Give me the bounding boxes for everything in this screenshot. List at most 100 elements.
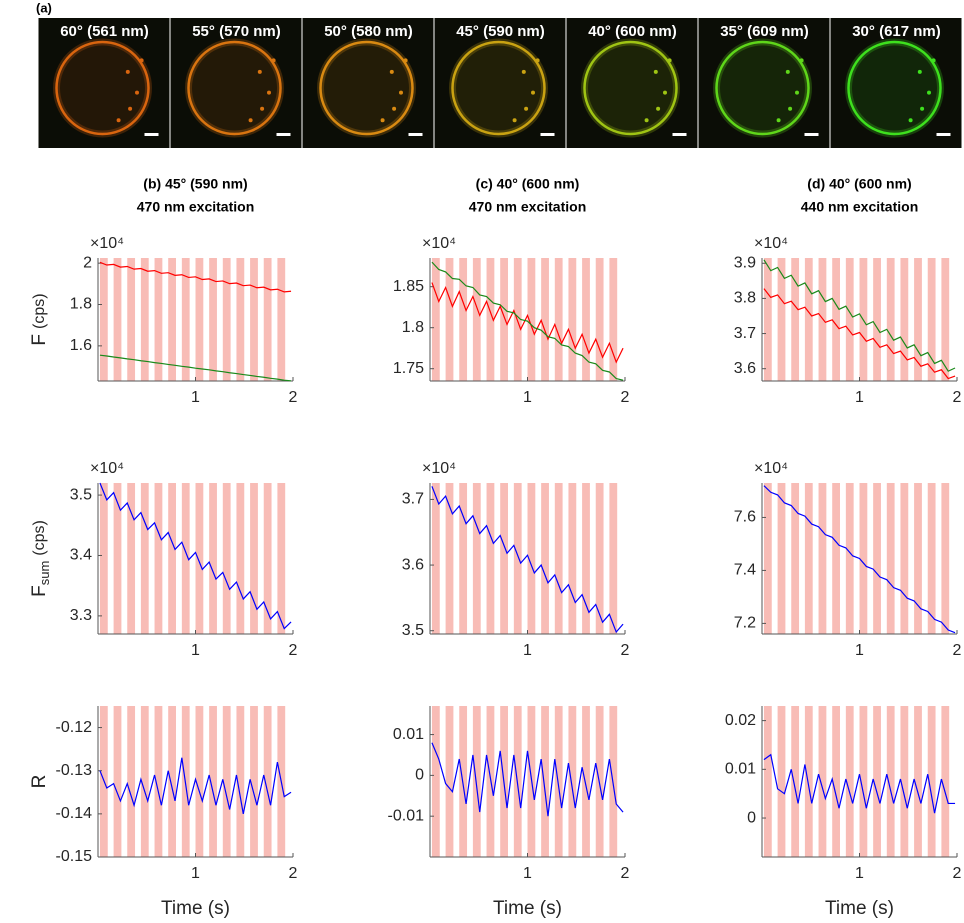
speck [927,90,931,95]
stimulus-band [804,706,813,857]
chart: 0 0.01 0.02 1 2 Time (s) [725,706,962,919]
stimulus-band [140,258,149,381]
speck [524,106,529,111]
chart: 1.75 1.8 1.85 1 2 ×10⁴ (c) 40° (600 nm) 470 nm … [393,176,630,407]
speck [260,106,265,111]
stimulus-band [168,258,176,381]
stimulus-band [222,483,231,634]
chart: 3.5 3.6 3.7 1 2 ×10⁴ [402,460,630,659]
stimulus-band [127,706,136,857]
axis-multiplier: ×10⁴ [90,235,124,252]
stimulus-band [777,483,786,634]
stimulus-band [277,483,286,634]
stimulus-band [195,258,204,381]
stimulus-band [845,483,854,634]
x-tick-label: 1 [855,642,864,659]
stimulus-band [513,483,522,634]
stimulus-band [127,258,136,381]
stimulus-band [900,258,909,381]
stimulus-band [154,706,163,857]
y-tick-label: -0.13 [56,762,93,779]
image-tile: 35° (609 nm) [698,18,830,148]
stimulus-band [582,258,590,381]
stimulus-band [873,483,881,634]
speck [644,118,649,123]
y-tick-label: 0.01 [393,726,424,743]
data-line [431,261,624,381]
scale-bar [408,133,423,136]
stimulus-band [818,706,827,857]
x-tick-label: 1 [523,389,532,406]
x-axis-label: Time (s) [825,898,894,919]
stimulus-band [222,258,231,381]
stimulus-band [263,706,272,857]
x-tick-label: 2 [289,389,298,406]
stimulus-band [763,258,772,381]
speck [116,118,121,123]
scale-bar [144,133,159,136]
stimulus-band [445,258,454,381]
y-tick-label: 3.7 [734,325,756,342]
y-label-unit: (cps) [31,520,48,556]
y-tick-label: 3.7 [402,491,424,508]
cell-membrane [451,40,546,136]
x-tick-label: 2 [289,865,298,882]
scale-bar [936,133,951,136]
stimulus-band [554,706,563,857]
stimulus-band [236,483,245,634]
data-line [99,757,292,814]
scale-bar [276,133,291,136]
stimulus-band [595,483,604,634]
speck [128,106,133,111]
stimulus-band [927,483,936,634]
stimulus-band [900,706,909,857]
axis-multiplier: ×10⁴ [422,235,456,252]
stimulus-band [777,706,786,857]
speck [799,58,804,63]
stimulus-band [113,706,122,857]
image-tile: 55° (570 nm) [170,18,302,148]
chart: 1.6 1.8 2 1 2 ×10⁴ (b) 45° (590 nm) 470 nm exci… [29,176,298,407]
tile-label: 40° (600 nm) [588,23,677,40]
speck [139,58,144,63]
y-tick-label: -0.01 [388,807,425,824]
stimulus-band [140,706,149,857]
stimulus-band [209,706,217,857]
panel-label: (a) [36,0,52,15]
stimulus-band [195,706,204,857]
chart-subtitle: 470 nm excitation [469,199,587,215]
speck [776,118,781,123]
chart: -0.01 0 0.01 1 2 Time (s) [388,706,630,919]
y-tick-label: 3.9 [734,254,756,271]
speck [785,69,790,74]
speck [667,58,672,63]
y-tick-label: 3.6 [734,360,756,377]
stimulus-band [791,706,800,857]
y-tick-label: 1.85 [393,278,424,295]
speck [380,118,385,123]
data-line [99,261,292,293]
y-label-subscript: sum [37,561,52,586]
stimulus-band [472,706,481,857]
stimulus-band [595,258,604,381]
y-tick-label: 7.6 [734,509,756,526]
y-axis-label: Fsum (cps) [29,520,52,597]
stimulus-band [777,258,786,381]
stimulus-band [431,706,440,857]
stimulus-band [445,483,454,634]
scale-bar [540,133,555,136]
stimulus-band [168,706,176,857]
stimulus-band [431,258,440,381]
speck [267,90,271,95]
y-tick-label: 7.4 [734,562,756,579]
stimulus-band [99,258,108,381]
stimulus-band [195,483,204,634]
stimulus-band [209,258,217,381]
x-tick-label: 2 [953,642,962,659]
image-tile: 30° (617 nm) [830,18,962,148]
image-tile: 60° (561 nm) [38,18,170,148]
y-tick-label: 1.6 [70,337,92,354]
stimulus-band [914,706,922,857]
chart: 3.6 3.7 3.8 3.9 1 2 ×10⁴ (d) 40° (600 nm) 440 nm… [734,176,962,407]
y-tick-label: 3.6 [402,556,424,573]
